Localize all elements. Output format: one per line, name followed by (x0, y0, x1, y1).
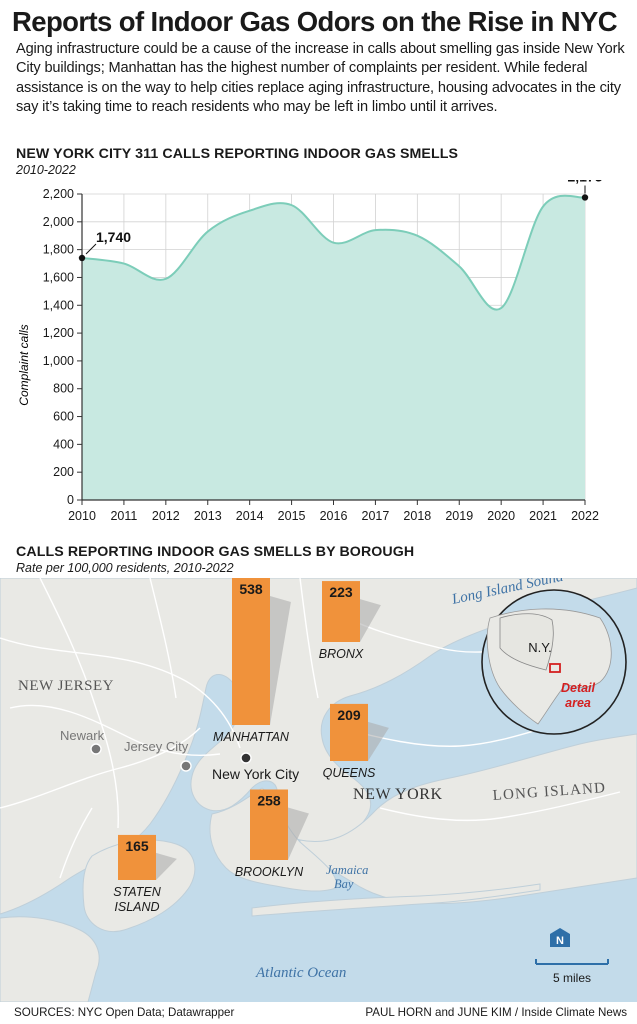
borough-name-label: MANHATTAN (213, 730, 290, 744)
borough-bar (330, 703, 368, 761)
long-island-land (299, 733, 637, 905)
borough-map: N.Y. Detail area 538 MANHATTAN 223 BRONX 209… (0, 578, 637, 1002)
annotation-label: 1,740 (96, 229, 131, 245)
chart-points: 1,740 2,175 (78, 180, 603, 262)
bar-shadow (368, 721, 389, 761)
y-tick-label: 2,000 (43, 215, 74, 229)
x-tick-label: 2012 (152, 509, 180, 523)
borough-name-label: ISLAND (114, 900, 159, 914)
scale-label: 5 miles (553, 971, 591, 985)
bar-shadow (156, 852, 177, 880)
borough-bars: 538 MANHATTAN 223 BRONX 209 QUEENS 258 BROOKLYN… (113, 578, 389, 914)
x-tick-label: 2018 (403, 509, 431, 523)
borough-name-label: STATEN (113, 885, 161, 899)
borough-name-label: BRONX (319, 647, 364, 661)
rockaway-land (251, 883, 541, 917)
y-tick-label: 600 (53, 410, 74, 424)
y-tick-label: 400 (53, 437, 74, 451)
north-label: N (556, 935, 564, 947)
sources-note: SOURCES: NYC Open Data; Datawrapper (14, 1006, 235, 1019)
label-newark: Newark (60, 728, 105, 743)
label-new-york-city: New York City (212, 766, 299, 782)
nj-south-land (0, 916, 100, 1002)
x-tick-label: 2022 (571, 509, 599, 523)
bar-shadow (360, 599, 381, 642)
bar-value-label: 223 (329, 584, 353, 600)
line-chart-subtitle: 2010-2022 (16, 163, 76, 177)
x-tick-label: 2017 (362, 509, 390, 523)
credit-line: PAUL HORN and JUNE KIM / Inside Climate … (365, 1006, 627, 1019)
label-jamaica-bay-line2: Bay (334, 877, 354, 891)
bar-shadow (288, 807, 309, 860)
label-atlantic-ocean: Atlantic Ocean (255, 965, 346, 981)
x-tick-label: 2011 (110, 509, 137, 523)
newark-marker (90, 743, 102, 755)
x-tick-label: 2020 (487, 509, 515, 523)
annotated-point (581, 194, 589, 201)
y-tick-label: 1,400 (43, 298, 74, 312)
chart-axes: 0 200 400 600 800 1,000 1,200 1,400 1,600 1,800 2,… (43, 187, 599, 523)
page-title: Reports of Indoor Gas Odors on the Rise … (12, 6, 618, 37)
borough-name-label: QUEENS (323, 766, 376, 780)
x-tick-label: 2015 (278, 509, 306, 523)
label-jersey-city: Jersey City (124, 739, 189, 754)
bar-value-label: 258 (257, 793, 281, 809)
x-tick-label: 2016 (320, 509, 348, 523)
chart-area-fill (82, 195, 585, 501)
label-new-jersey: NEW JERSEY (18, 678, 114, 694)
y-tick-label: 0 (67, 493, 74, 507)
bar-shadow (270, 596, 291, 725)
bar-value-label: 209 (337, 707, 361, 723)
x-tick-label: 2021 (529, 509, 557, 523)
y-tick-label: 1,600 (43, 270, 74, 284)
borough-name-label: BROOKLYN (235, 865, 304, 879)
x-tick-label: 2014 (236, 509, 264, 523)
borough-bar (250, 789, 288, 860)
inset-detail-label-line2: area (565, 696, 591, 710)
x-tick-label: 2019 (445, 509, 473, 523)
borough-bar (118, 834, 156, 880)
map-title: CALLS REPORTING INDOOR GAS SMELLS BY BOR… (16, 544, 415, 560)
inset-detail-box (549, 663, 561, 673)
y-tick-label: 200 (53, 465, 74, 479)
annotation-leader (85, 243, 97, 255)
scale-bar: 5 miles (535, 959, 609, 985)
y-tick-label: 1,200 (43, 326, 74, 340)
inset-detail-label-line1: Detail (561, 681, 596, 695)
borough-bar (232, 578, 270, 725)
y-tick-label: 1,000 (43, 354, 74, 368)
new-york-city-marker (240, 752, 252, 764)
north-arrow-icon: N (550, 928, 570, 947)
line-chart: 0 200 400 600 800 1,000 1,200 1,400 1,600 1,800 2,… (17, 180, 603, 523)
x-tick-label: 2013 (194, 509, 222, 523)
bar-value-label: 165 (125, 838, 149, 854)
label-new-york: NEW YORK (353, 786, 443, 803)
jersey-city-marker (180, 760, 192, 772)
bar-value-label: 538 (239, 581, 263, 597)
label-long-island: LONG ISLAND (492, 780, 606, 804)
x-tick-label: 2010 (68, 509, 96, 523)
inset-map: N.Y. Detail area (481, 589, 627, 735)
chart-line (81, 194, 586, 311)
annotated-point (78, 254, 86, 262)
inset-state-label: N.Y. (528, 640, 552, 655)
y-tick-label: 800 (53, 382, 74, 396)
annotation-label: 2,175 (567, 180, 602, 184)
y-axis-label: Complaint calls (17, 324, 31, 405)
borough-bar (322, 581, 360, 642)
line-chart-title: NEW YORK CITY 311 CALLS REPORTING INDOOR… (16, 146, 459, 162)
y-tick-label: 1,800 (43, 243, 74, 257)
intro-paragraph: Aging infrastructure could be a cause of… (16, 41, 625, 116)
label-jamaica-bay-line1: Jamaica (326, 863, 368, 877)
map-subtitle: Rate per 100,000 residents, 2010-2022 (16, 561, 234, 575)
y-tick-label: 2,200 (43, 187, 74, 201)
